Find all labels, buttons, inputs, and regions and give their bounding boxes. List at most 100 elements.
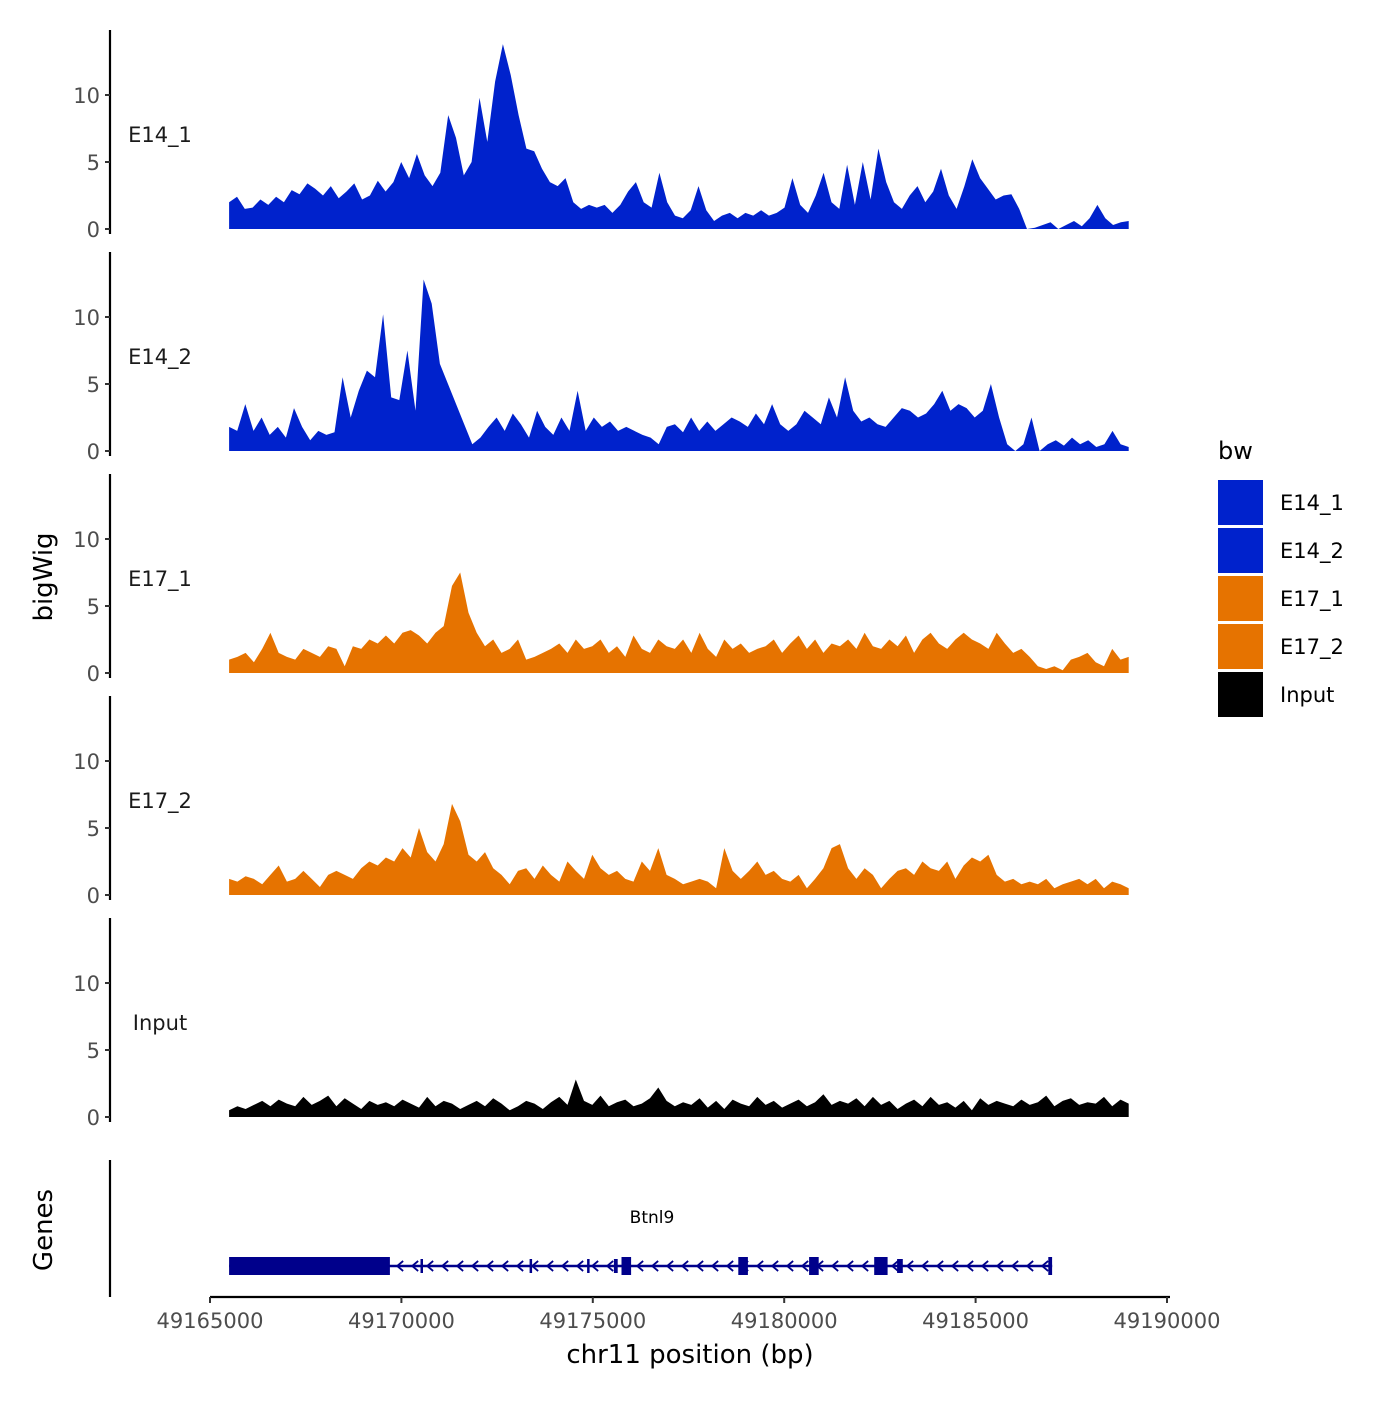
strand-arrow	[485, 1260, 494, 1272]
strand-arrow	[635, 1260, 644, 1272]
strand-arrow	[995, 1260, 1004, 1272]
strand-arrow	[935, 1260, 944, 1272]
y-tick-label: 10	[73, 306, 100, 330]
strand-arrow	[1025, 1260, 1034, 1272]
y-tick-label: 0	[87, 1106, 100, 1130]
track-label: Input	[133, 1011, 187, 1035]
y-tick-label: 5	[87, 1039, 100, 1063]
coverage-area-input	[229, 1079, 1129, 1117]
gene-exon	[529, 1259, 533, 1273]
coverage-area-e14-2	[229, 279, 1129, 451]
legend-title: bw	[1218, 437, 1253, 465]
y-axis-label: bigWig	[29, 532, 59, 621]
strand-arrow	[545, 1260, 554, 1272]
x-tick-label: 49175000	[539, 1309, 646, 1333]
strand-arrow	[455, 1260, 464, 1272]
strand-arrow	[440, 1260, 449, 1272]
coverage-area-e17-1	[229, 572, 1129, 673]
strand-arrow	[680, 1260, 689, 1272]
legend-label: E14_2	[1280, 539, 1344, 564]
legend-label: E17_2	[1280, 635, 1344, 660]
track-panel-e17-2: 0 5 10 E17_2	[73, 696, 1129, 908]
gene-exon	[587, 1259, 590, 1273]
strand-arrow	[785, 1260, 794, 1272]
legend-swatch	[1218, 672, 1263, 717]
legend: bw E14_1 E14_2 E17_1 E17_2 Input	[1218, 437, 1344, 717]
strand-arrow	[770, 1260, 779, 1272]
legend-label: Input	[1280, 683, 1334, 707]
strand-arrow	[605, 1260, 614, 1272]
gene-exon	[613, 1259, 618, 1273]
strand-arrow	[410, 1260, 419, 1272]
strand-arrow	[650, 1260, 659, 1272]
gene-exon	[809, 1257, 819, 1275]
track-panel-input: 0 5 10 Input	[73, 918, 1129, 1130]
y-tick-label: 0	[87, 884, 100, 908]
x-tick-label: 49180000	[731, 1309, 838, 1333]
strand-arrow	[950, 1260, 959, 1272]
track-label: E17_1	[128, 567, 192, 592]
legend-swatch	[1218, 480, 1263, 525]
x-tick-label: 49185000	[922, 1309, 1029, 1333]
strand-arrow	[590, 1260, 599, 1272]
track-label: E17_2	[128, 789, 192, 814]
strand-arrow	[470, 1260, 479, 1272]
x-tick-label: 49170000	[348, 1309, 455, 1333]
strand-arrow	[980, 1260, 989, 1272]
y-tick-label: 5	[87, 595, 100, 619]
coverage-area-e17-2	[229, 803, 1129, 895]
strand-arrow	[725, 1260, 734, 1272]
strand-arrow	[425, 1260, 434, 1272]
y-tick-label: 10	[73, 972, 100, 996]
strand-arrow	[1040, 1260, 1049, 1272]
strand-arrow	[845, 1260, 854, 1272]
strand-arrow	[560, 1260, 569, 1272]
y-tick-label: 10	[73, 84, 100, 108]
strand-arrow	[695, 1260, 704, 1272]
y-tick-label: 0	[87, 440, 100, 464]
strand-arrow	[800, 1260, 809, 1272]
strand-arrow	[860, 1260, 869, 1272]
track-label: E14_2	[128, 345, 192, 370]
strand-arrow	[575, 1260, 584, 1272]
strand-arrow	[710, 1260, 719, 1272]
gene-exon	[738, 1257, 748, 1275]
x-tick-label: 49190000	[1114, 1309, 1221, 1333]
y-tick-label: 10	[73, 750, 100, 774]
track-panel-e14-1: 0 5 10 E14_1	[73, 30, 1129, 242]
y-tick-label: 0	[87, 662, 100, 686]
gene-exon	[897, 1259, 903, 1273]
y-tick-label: 5	[87, 373, 100, 397]
strand-arrow	[500, 1260, 509, 1272]
legend-swatch	[1218, 624, 1263, 669]
y-tick-label: 10	[73, 528, 100, 552]
strand-arrow	[530, 1260, 539, 1272]
track-panel-e17-1: 0 5 10 E17_1	[73, 474, 1129, 686]
legend-swatch	[1218, 528, 1263, 573]
strand-arrow	[830, 1260, 839, 1272]
strand-arrow	[395, 1260, 404, 1272]
x-tick-label: 49165000	[157, 1309, 264, 1333]
legend-label: E17_1	[1280, 587, 1344, 612]
coverage-area-e14-1	[229, 44, 1129, 229]
y-tick-label: 0	[87, 218, 100, 242]
gene-name-label: Btnl9	[630, 1208, 675, 1228]
strand-arrow	[515, 1260, 524, 1272]
y-tick-label: 5	[87, 817, 100, 841]
strand-arrow	[665, 1260, 674, 1272]
track-label: E14_1	[128, 123, 192, 148]
strand-arrow	[1010, 1260, 1019, 1272]
strand-arrow	[965, 1260, 974, 1272]
gene-exon	[874, 1257, 888, 1275]
strand-arrow	[755, 1260, 764, 1272]
strand-arrow	[905, 1260, 914, 1272]
strand-arrow	[890, 1260, 899, 1272]
strand-arrow	[920, 1260, 929, 1272]
track-panel-e14-2: 0 5 10 E14_2	[73, 252, 1129, 464]
gene-exon	[420, 1259, 423, 1273]
gene-exon	[229, 1257, 390, 1275]
legend-swatch	[1218, 576, 1263, 621]
gene-exon	[1048, 1257, 1053, 1275]
